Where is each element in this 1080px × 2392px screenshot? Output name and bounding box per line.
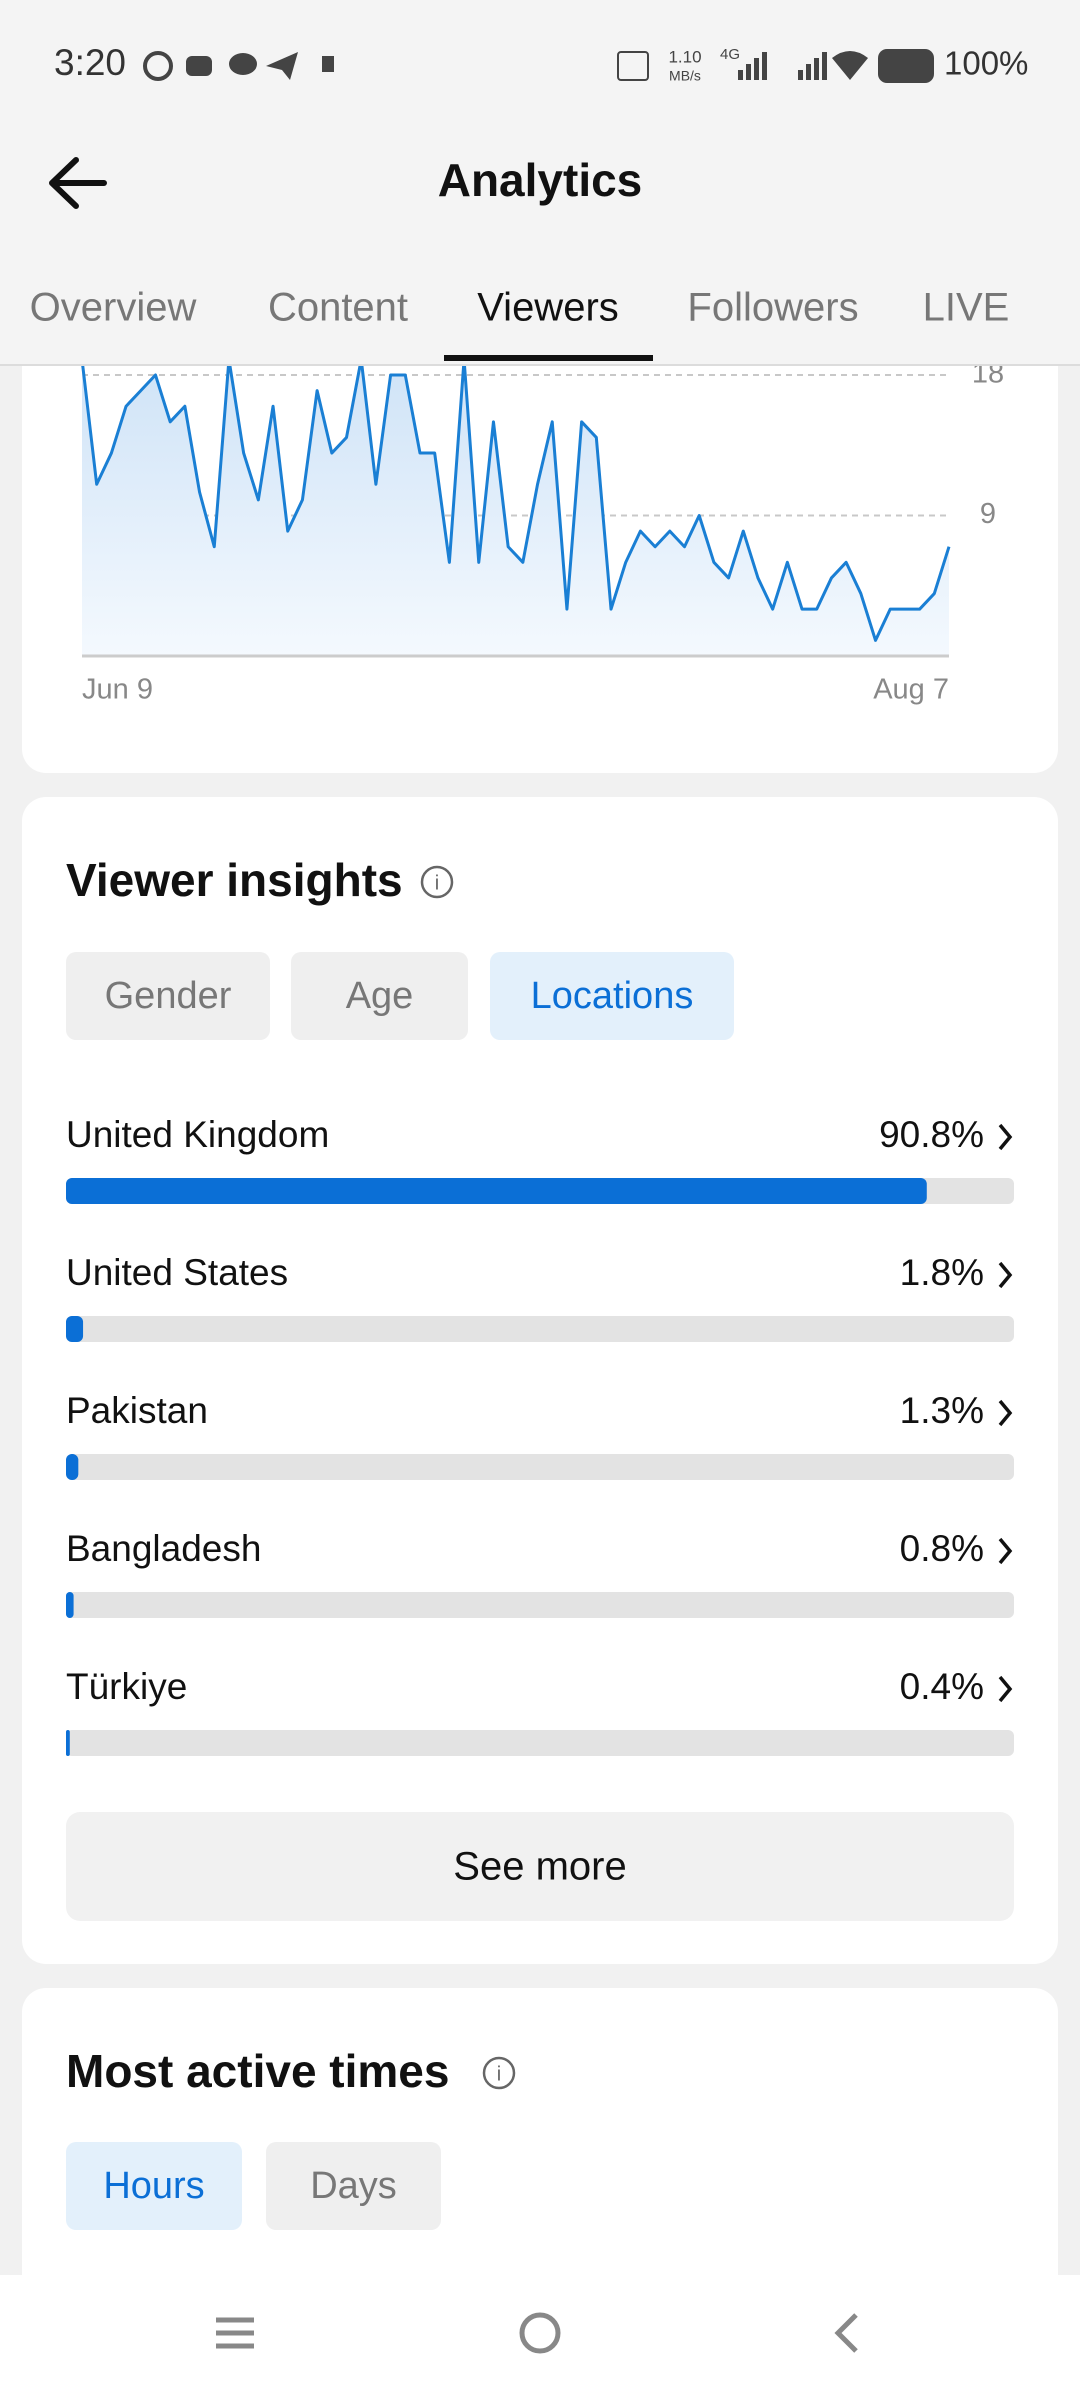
back-nav[interactable] xyxy=(834,2313,858,2353)
filter-label: Gender xyxy=(105,975,232,1017)
filter-label: Days xyxy=(310,2165,397,2207)
chevron[interactable] xyxy=(998,1261,1013,1289)
country: Pakistan xyxy=(66,1390,208,1431)
viewer-insights: Viewer insights i Gender Age Locations United… xyxy=(66,854,1014,1921)
bar-track xyxy=(66,1592,1014,1618)
most-active-times: Most active times i Hours Days xyxy=(66,2045,516,2230)
bar xyxy=(66,1730,70,1756)
tab[interactable]: LIVE xyxy=(923,286,1010,330)
chevron[interactable] xyxy=(998,1675,1013,1703)
country: Türkiye xyxy=(66,1666,187,1707)
time: 3:20 xyxy=(54,42,126,83)
filter-button[interactable] xyxy=(66,2142,242,2230)
section-title: Most active times xyxy=(66,2045,449,2097)
filter-label: Hours xyxy=(103,2165,204,2207)
tab[interactable]: Viewers xyxy=(477,286,619,330)
country: United States xyxy=(66,1252,288,1293)
bar xyxy=(66,1454,79,1480)
speed-unit: MB/s xyxy=(669,68,701,84)
status-icons xyxy=(143,51,334,81)
network: 4G xyxy=(720,46,740,63)
tab[interactable]: Content xyxy=(268,286,408,330)
tab[interactable]: Followers xyxy=(687,286,858,330)
bar-track xyxy=(66,1316,1014,1342)
percent: 0.4% xyxy=(900,1666,984,1707)
section-title: Viewer insights xyxy=(66,854,403,906)
card xyxy=(22,797,1058,1964)
tab-indicator xyxy=(444,355,653,361)
filter-button[interactable] xyxy=(291,952,468,1040)
country: Bangladesh xyxy=(66,1528,261,1569)
bar-track xyxy=(66,1730,1014,1756)
info-icon[interactable] xyxy=(482,2056,516,2090)
back-button[interactable] xyxy=(49,157,107,209)
info-icon[interactable] xyxy=(420,865,454,899)
bar-track xyxy=(66,1454,1014,1480)
chevron[interactable] xyxy=(998,1537,1013,1565)
info-i: i xyxy=(497,2063,501,2085)
bar xyxy=(66,1178,927,1204)
bar xyxy=(66,1316,84,1342)
chevron[interactable] xyxy=(998,1123,1013,1151)
line xyxy=(81,366,951,642)
see-more-label: See more xyxy=(453,1845,626,1889)
x-tick-label: Aug 7 xyxy=(873,674,949,706)
home-button[interactable] xyxy=(519,2312,561,2354)
speed: 1.10 xyxy=(668,47,701,66)
area xyxy=(82,366,949,656)
percent: 0.8% xyxy=(900,1528,984,1569)
percent: 1.3% xyxy=(900,1390,984,1431)
filter-button[interactable] xyxy=(490,952,734,1040)
see-more-button[interactable] xyxy=(66,1812,1014,1921)
tab[interactable]: Overview xyxy=(30,286,197,330)
divider xyxy=(0,364,1080,366)
signal-icons xyxy=(617,49,934,83)
x-tick-label: Jun 9 xyxy=(82,674,153,706)
tabs: Overview Content Viewers Followers LIVE xyxy=(30,286,1010,361)
info-i: i xyxy=(435,872,439,894)
filter-label: Locations xyxy=(531,975,694,1017)
filter-button[interactable] xyxy=(266,2142,441,2230)
line-chart xyxy=(81,366,951,656)
percent: 90.8% xyxy=(879,1114,984,1155)
percent: 1.8% xyxy=(900,1252,984,1293)
chevron[interactable] xyxy=(998,1399,1013,1427)
bar xyxy=(66,1592,74,1618)
battery: 100% xyxy=(944,45,1028,82)
country: United Kingdom xyxy=(66,1114,329,1155)
nav-bar xyxy=(0,2275,1080,2392)
filter-button[interactable] xyxy=(66,952,270,1040)
y-tick-label: 9 xyxy=(980,498,996,530)
menu-button[interactable] xyxy=(216,2317,254,2349)
page-title: Analytics xyxy=(438,154,643,206)
filter-label: Age xyxy=(346,975,414,1017)
